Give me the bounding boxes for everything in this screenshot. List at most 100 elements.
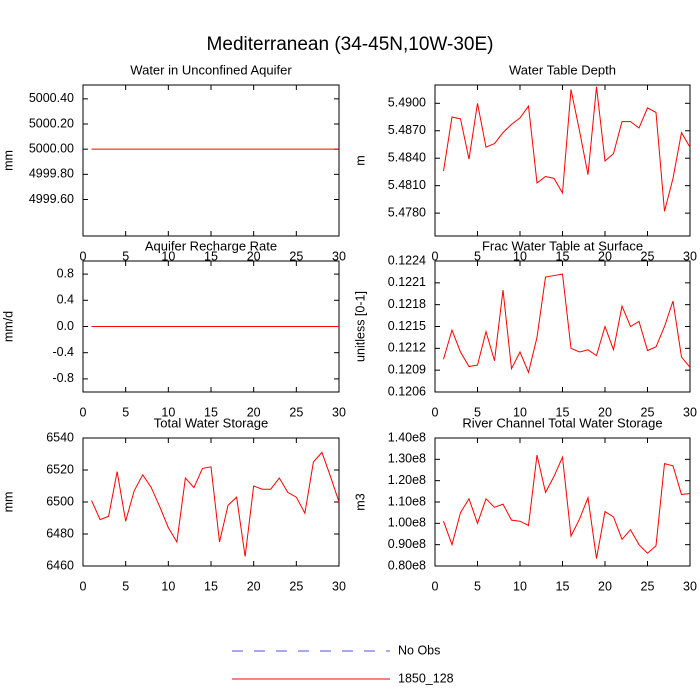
x-tick-label: 20	[247, 579, 261, 593]
x-tick-label: 30	[332, 405, 346, 419]
plot-frame	[434, 84, 691, 237]
x-tick-label: 5	[122, 249, 129, 263]
x-tick-label: 20	[247, 405, 261, 419]
panel-title: River Channel Total Water Storage	[462, 415, 662, 430]
y-tick-label: -0.4	[52, 345, 74, 359]
x-tick-label: 30	[332, 579, 346, 593]
y-tick-label: 6540	[46, 430, 74, 444]
y-tick-label: 1.30e8	[388, 452, 426, 466]
x-tick-label: 5	[122, 405, 129, 419]
x-tick-label: 5	[474, 405, 481, 419]
y-tick-label: 1.20e8	[388, 473, 426, 487]
y-tick-label: 6500	[46, 494, 74, 508]
y-tick-label: 0.1221	[388, 275, 426, 289]
x-tick-label: 5	[474, 249, 481, 263]
y-axis-label: m3	[353, 493, 367, 510]
y-tick-label: 6480	[46, 526, 74, 540]
x-tick-label: 20	[247, 249, 261, 263]
panel-title: Water Table Depth	[509, 62, 616, 77]
x-tick-label: 20	[598, 405, 612, 419]
x-tick-label: 0	[432, 579, 439, 593]
x-tick-label: 5	[474, 579, 481, 593]
y-tick-label: 1.40e8	[388, 430, 426, 444]
x-tick-label: 0	[432, 405, 439, 419]
x-tick-label: 30	[683, 579, 697, 593]
x-tick-label: 25	[289, 249, 303, 263]
x-tick-label: 0	[432, 249, 439, 263]
y-tick-label: 0.1212	[388, 341, 426, 355]
y-tick-label: 5.4870	[388, 123, 426, 137]
x-tick-label: 5	[122, 579, 129, 593]
x-tick-label: 25	[641, 579, 655, 593]
data-line	[443, 454, 691, 559]
panel-title: Aquifer Recharge Rate	[145, 238, 277, 253]
y-tick-label: 0.0	[57, 319, 74, 333]
panel-title: Water in Unconfined Aquifer	[130, 62, 292, 77]
y-axis-label: unitless [0-1]	[353, 291, 367, 362]
y-axis-label: mm/d	[1, 311, 15, 342]
y-tick-label: -0.8	[52, 371, 74, 385]
y-tick-label: 5000.00	[29, 141, 74, 155]
x-tick-label: 15	[556, 579, 570, 593]
x-tick-label: 0	[80, 405, 87, 419]
y-axis-label: mm	[1, 150, 15, 171]
x-tick-label: 15	[204, 249, 218, 263]
y-tick-label: 0.1215	[388, 319, 426, 333]
y-tick-label: 0.80e8	[388, 558, 426, 572]
y-tick-label: 5.4780	[388, 205, 426, 219]
x-tick-label: 25	[641, 405, 655, 419]
y-tick-label: 6520	[46, 462, 74, 476]
y-tick-label: 4999.80	[29, 167, 74, 181]
y-tick-label: 0.90e8	[388, 537, 426, 551]
y-tick-label: 6460	[46, 558, 74, 572]
x-tick-label: 15	[204, 579, 218, 593]
data-line	[91, 451, 340, 557]
plot-frame	[82, 437, 340, 567]
y-axis-label: mm	[1, 492, 15, 513]
y-tick-label: 0.1209	[388, 362, 426, 376]
x-tick-label: 25	[641, 249, 655, 263]
y-tick-label: 5.4840	[388, 151, 426, 165]
x-tick-label: 30	[683, 405, 697, 419]
y-tick-label: 5000.20	[29, 116, 74, 130]
x-tick-label: 30	[683, 249, 697, 263]
panel-title: Frac Water Table at Surface	[482, 238, 643, 253]
x-tick-label: 0	[80, 249, 87, 263]
y-tick-label: 0.1218	[388, 297, 426, 311]
x-tick-label: 20	[598, 579, 612, 593]
x-tick-label: 0	[80, 579, 87, 593]
y-tick-label: 5000.40	[29, 91, 74, 105]
x-tick-label: 10	[161, 405, 175, 419]
x-tick-label: 15	[204, 405, 218, 419]
x-tick-label: 20	[598, 249, 612, 263]
x-tick-label: 10	[513, 249, 527, 263]
data-line	[443, 273, 691, 374]
x-tick-label: 15	[556, 249, 570, 263]
x-tick-label: 15	[556, 405, 570, 419]
x-tick-label: 10	[161, 579, 175, 593]
y-tick-label: 0.1224	[388, 253, 426, 267]
y-axis-label: m	[353, 155, 367, 165]
y-tick-label: 0.4	[57, 293, 74, 307]
plot-frame	[82, 84, 340, 237]
y-tick-label: 1.10e8	[388, 494, 426, 508]
x-tick-label: 10	[513, 405, 527, 419]
plot-frame	[434, 260, 691, 393]
data-line	[443, 86, 691, 212]
panel-title: Total Water Storage	[154, 415, 268, 430]
x-tick-label: 10	[161, 249, 175, 263]
y-tick-label: 5.4900	[388, 96, 426, 110]
legend-label: 1850_128	[398, 671, 454, 685]
y-tick-label: 0.1206	[388, 384, 426, 398]
legend-label: No Obs	[398, 643, 440, 657]
x-tick-label: 25	[289, 579, 303, 593]
x-tick-label: 30	[332, 249, 346, 263]
x-tick-label: 10	[513, 579, 527, 593]
y-tick-label: 0.8	[57, 266, 74, 280]
x-tick-label: 25	[289, 405, 303, 419]
figure-title: Mediterranean (34-45N,10W-30E)	[207, 34, 494, 55]
y-tick-label: 4999.60	[29, 192, 74, 206]
y-tick-label: 5.4810	[388, 178, 426, 192]
